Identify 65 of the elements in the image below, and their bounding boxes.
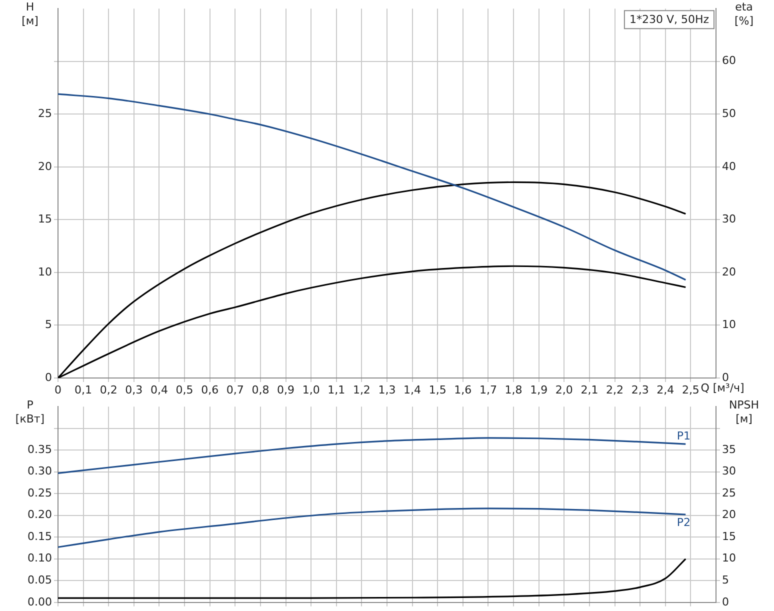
y2-tick-label: 40 (722, 160, 736, 173)
x-tick-label: 1,3 (378, 383, 396, 396)
y2-axis-title: NPSH [м] (728, 398, 760, 426)
y2-tick-label: 30 (722, 212, 736, 226)
y-axis-title: P [кВт] (15, 398, 45, 426)
x-tick-label: 0,1 (74, 383, 92, 396)
x-tick-label: 1,9 (530, 383, 548, 396)
y2-axis-title: eta [%] (734, 0, 754, 28)
x-tick-label: 0,7 (226, 383, 244, 396)
series-label: P2 (676, 516, 690, 529)
y2-tick-label: 15 (722, 530, 736, 543)
x-tick-label: 1,0 (302, 383, 320, 396)
y2-tick-label: 30 (722, 464, 736, 478)
y2-tick-label: 60 (722, 54, 736, 68)
y2-tick-label: 10 (722, 318, 736, 332)
y-tick-label: 0.25 (28, 486, 52, 500)
y-axis-title: H [м] (22, 0, 38, 28)
y-tick-label: 0 (45, 370, 52, 384)
y-tick-label: 10 (38, 265, 52, 278)
x-tick-label: 2,4 (656, 383, 674, 396)
x-tick-label: 0,8 (252, 383, 270, 396)
y-tick-label: 0.00 (28, 595, 52, 608)
x-tick-label: 2,1 (580, 383, 598, 396)
y2-tick-label: 20 (722, 265, 736, 278)
y-tick-label: 0.35 (28, 442, 52, 456)
x-tick-label: 1,7 (479, 383, 497, 396)
y-tick-label: 0.20 (28, 508, 52, 522)
y2-tick-label: 0 (722, 370, 729, 384)
x-tick-label: 0,6 (201, 383, 219, 396)
y2-tick-label: 50 (722, 107, 736, 120)
y2-tick-label: 20 (722, 508, 736, 522)
x-tick-label: 1,2 (352, 383, 370, 396)
x-tick-label: 0,9 (277, 383, 295, 396)
y-tick-label: 15 (38, 212, 52, 226)
y2-tick-label: 10 (722, 552, 736, 565)
y2-tick-label: 25 (722, 486, 736, 500)
line-series (58, 558, 686, 599)
series-label: P1 (676, 429, 690, 442)
x-tick-label: 0,3 (125, 383, 143, 396)
y-tick-label: 20 (38, 160, 52, 173)
y2-tick-label: 0 (722, 595, 729, 608)
x-tick-label: 2,5 (682, 383, 700, 396)
x-tick-label: 2,3 (631, 383, 649, 396)
y2-tick-label: 35 (722, 442, 736, 456)
x-tick-label: 1,1 (328, 383, 346, 396)
line-series (58, 93, 686, 281)
y-tick-label: 0.30 (28, 464, 52, 478)
x-tick-label: 0 (54, 383, 62, 396)
y-tick-label: 5 (45, 318, 52, 332)
x-tick-label: 1,4 (404, 383, 422, 396)
y2-tick-label: 5 (722, 574, 729, 587)
y-tick-label: 0.05 (28, 574, 52, 587)
x-tick-label: 0,4 (150, 383, 168, 396)
x-tick-label: 2,0 (555, 383, 573, 396)
x-tick-label: 1,6 (454, 383, 472, 396)
x-tick-label: 1,8 (504, 383, 522, 396)
x-tick-label: 1,5 (428, 383, 446, 396)
y-tick-label: 0.15 (28, 530, 52, 543)
x-axis-title: Q [м³/ч] (700, 381, 744, 394)
y-tick-label: 25 (38, 107, 52, 120)
x-tick-label: 0,5 (176, 383, 194, 396)
x-tick-label: 0,2 (100, 383, 118, 396)
chart-title: 1*230 V, 50Hz (629, 12, 710, 26)
x-tick-label: 2,2 (606, 383, 624, 396)
y-tick-label: 0.10 (28, 552, 52, 565)
